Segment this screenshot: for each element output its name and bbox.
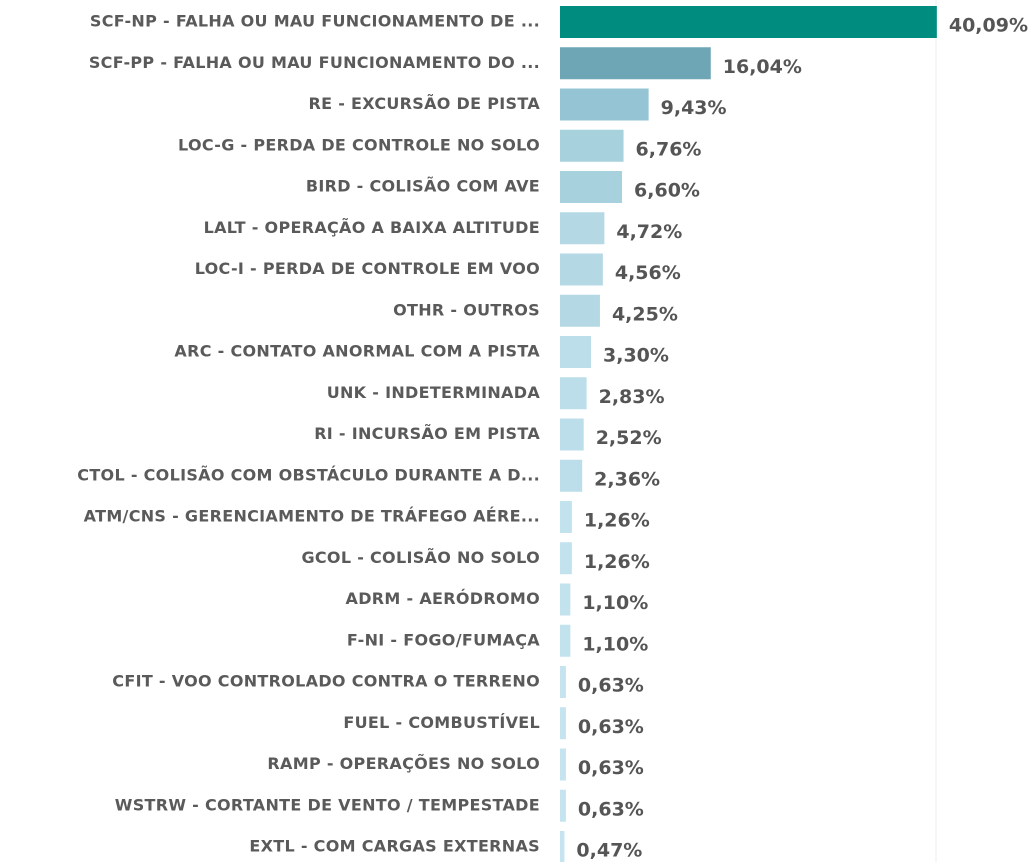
- category-label: FUEL - COMBUSTÍVEL: [343, 713, 540, 732]
- category-label: ARC - CONTATO ANORMAL COM A PISTA: [174, 342, 540, 361]
- value-label: 2,83%: [599, 386, 665, 408]
- bar: [560, 129, 624, 162]
- value-label: 4,56%: [615, 262, 681, 284]
- value-label: 3,30%: [603, 345, 669, 367]
- bar: [560, 171, 623, 203]
- value-label: 16,04%: [723, 56, 802, 78]
- value-label: 2,52%: [596, 427, 662, 449]
- category-label: SCF-PP - FALHA OU MAU FUNCIONAMENTO DO .…: [89, 53, 540, 72]
- bar: [560, 212, 605, 245]
- category-label: GCOL - COLISÃO NO SOLO: [301, 548, 540, 567]
- bar: [560, 748, 566, 781]
- value-label: 1,26%: [584, 510, 650, 532]
- bar: [560, 253, 603, 286]
- value-label: 6,60%: [634, 180, 700, 202]
- value-label: 1,10%: [582, 592, 648, 614]
- value-label: 0,63%: [578, 757, 644, 779]
- category-label: LALT - OPERAÇÃO A BAIXA ALTITUDE: [204, 218, 540, 237]
- category-label: EXTL - COM CARGAS EXTERNAS: [249, 837, 540, 856]
- category-label: WSTRW - CORTANTE DE VENTO / TEMPESTADE: [115, 795, 540, 814]
- category-label: SCF-NP - FALHA OU MAU FUNCIONAMENTO DE .…: [90, 12, 540, 31]
- category-label: CFIT - VOO CONTROLADO CONTRA O TERRENO: [112, 672, 540, 691]
- bar: [560, 377, 587, 410]
- bar: [560, 47, 711, 80]
- category-label: BIRD - COLISÃO COM AVE: [306, 177, 540, 196]
- bar: [560, 88, 649, 121]
- bar: [560, 6, 937, 38]
- value-label: 0,63%: [578, 716, 644, 738]
- category-label: ATM/CNS - GERENCIAMENTO DE TRÁFEGO AÉRE.…: [84, 507, 540, 526]
- category-label: F-NI - FOGO/FUMAÇA: [347, 630, 540, 649]
- category-label: CTOL - COLISÃO COM OBSTÁCULO DURANTE A D…: [77, 465, 540, 484]
- value-label: 0,63%: [578, 798, 644, 820]
- category-label: RI - INCURSÃO EM PISTA: [314, 424, 540, 443]
- value-label: 0,47%: [576, 840, 642, 862]
- category-label: LOC-G - PERDA DE CONTROLE NO SOLO: [178, 135, 540, 154]
- bar: [560, 831, 565, 863]
- bar: [560, 294, 600, 327]
- category-label: LOC-I - PERDA DE CONTROLE EM VOO: [195, 259, 540, 278]
- value-label: 9,43%: [661, 97, 727, 119]
- bar: [560, 501, 572, 533]
- bar: [560, 418, 584, 451]
- value-label: 1,26%: [584, 551, 650, 573]
- category-label: OTHR - OUTROS: [393, 300, 540, 319]
- bar: [560, 624, 571, 657]
- bar: [560, 666, 566, 698]
- bar: [560, 459, 583, 492]
- value-label: 6,76%: [636, 138, 702, 160]
- value-label: 0,63%: [578, 675, 644, 697]
- bar: [560, 583, 571, 616]
- category-label: RE - EXCURSÃO DE PISTA: [309, 94, 541, 113]
- value-label: 4,25%: [612, 303, 678, 325]
- bar: [560, 707, 566, 740]
- value-label: 1,10%: [582, 633, 648, 655]
- category-label: ADRM - AERÓDROMO: [346, 589, 540, 608]
- bar: [560, 542, 572, 575]
- value-label: 40,09%: [949, 15, 1028, 37]
- category-label: RAMP - OPERAÇÕES NO SOLO: [267, 754, 540, 773]
- bar: [560, 336, 592, 368]
- value-label: 4,72%: [616, 221, 682, 243]
- category-label: UNK - INDETERMINADA: [327, 383, 541, 402]
- value-label: 2,36%: [594, 468, 660, 490]
- bar: [560, 789, 566, 822]
